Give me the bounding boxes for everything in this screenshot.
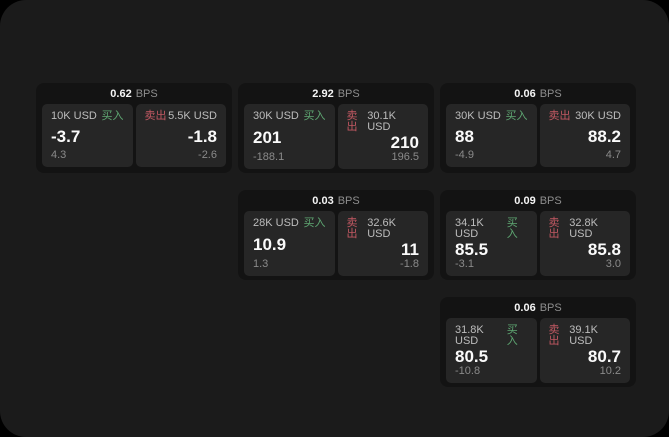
buy-price: 201 bbox=[253, 127, 282, 147]
buy-panel[interactable]: 31.8K USD 买入 80.5 -10.8 bbox=[446, 318, 537, 383]
bps-value: 0.06 bbox=[514, 301, 536, 314]
sell-amount-label: 5.5K USD bbox=[168, 110, 217, 122]
quote-panels: 28K USD 买入 10.9 1.3 卖出 32.6K USD 11 -1.8 bbox=[238, 211, 434, 280]
quote-card-6: 0.06 BPS 31.8K USD 买入 80.5 -10.8 卖出 39.1… bbox=[440, 297, 636, 387]
buy-amount-label: 10K USD bbox=[51, 110, 97, 122]
buy-amount-label: 30K USD bbox=[455, 110, 501, 122]
sell-side-label: 卖出 bbox=[548, 110, 571, 122]
buy-delta: -4.9 bbox=[455, 149, 474, 161]
quote-panels: 30K USD 买入 201 -188.1 卖出 30.1K USD 210 1… bbox=[238, 104, 434, 173]
buy-side-label: 买入 bbox=[506, 324, 518, 347]
buy-price: 10.9 bbox=[253, 234, 287, 254]
buy-delta: 4.3 bbox=[51, 149, 67, 161]
buy-panel[interactable]: 30K USD 买入 201 -188.1 bbox=[244, 104, 335, 169]
buy-panel[interactable]: 28K USD 买入 10.9 1.3 bbox=[244, 211, 335, 276]
sell-price: 85.8 bbox=[587, 240, 621, 259]
bps-value: 0.62 bbox=[110, 87, 132, 100]
buy-side-label: 买入 bbox=[505, 110, 528, 122]
sell-amount-label: 30K USD bbox=[575, 110, 621, 122]
quote-card-5: 0.09 BPS 34.1K USD 买入 85.5 -3.1 卖出 32.8K… bbox=[440, 190, 636, 280]
sell-price: -1.8 bbox=[187, 126, 217, 146]
bps-unit-label: BPS bbox=[539, 87, 562, 100]
bps-value: 0.06 bbox=[514, 87, 536, 100]
sell-delta: 3.0 bbox=[605, 257, 621, 270]
buy-side-label: 买入 bbox=[506, 217, 518, 240]
bps-value: 0.03 bbox=[312, 194, 334, 207]
buy-delta: -10.8 bbox=[455, 364, 481, 377]
bps-header: 0.62 BPS bbox=[36, 83, 232, 104]
buy-side-label: 买入 bbox=[303, 110, 326, 122]
bps-value: 2.92 bbox=[312, 87, 334, 100]
quote-card-2: 2.92 BPS 30K USD 买入 201 -188.1 卖出 30.1K … bbox=[238, 83, 434, 173]
bps-unit-label: BPS bbox=[539, 301, 562, 314]
buy-panel[interactable]: 10K USD 买入 -3.7 4.3 bbox=[42, 104, 133, 167]
sell-amount-label: 39.1K USD bbox=[569, 324, 598, 347]
buy-price: 80.5 bbox=[455, 347, 489, 366]
sell-delta: 196.5 bbox=[391, 150, 419, 163]
buy-delta: -3.1 bbox=[455, 257, 474, 270]
quote-cards-grid: 0.62 BPS 10K USD 买入 -3.7 4.3 卖出 5.5K USD bbox=[36, 83, 636, 387]
bps-header: 0.03 BPS bbox=[238, 190, 434, 211]
buy-delta: -188.1 bbox=[253, 150, 285, 163]
buy-delta: 1.3 bbox=[253, 257, 269, 270]
buy-side-label: 买入 bbox=[101, 110, 124, 122]
bps-header: 0.06 BPS bbox=[440, 297, 636, 318]
bps-unit-label: BPS bbox=[539, 194, 562, 207]
bps-unit-label: BPS bbox=[135, 87, 158, 100]
bps-unit-label: BPS bbox=[337, 194, 360, 207]
sell-panel[interactable]: 卖出 32.6K USD 11 -1.8 bbox=[337, 211, 428, 276]
quote-panels: 34.1K USD 买入 85.5 -3.1 卖出 32.8K USD 85.8… bbox=[440, 211, 636, 280]
sell-side-label: 卖出 bbox=[548, 324, 560, 347]
bps-header: 0.06 BPS bbox=[440, 83, 636, 104]
buy-panel[interactable]: 30K USD 买入 88 -4.9 bbox=[446, 104, 537, 167]
sell-delta: 4.7 bbox=[605, 149, 621, 161]
buy-amount-label: 28K USD bbox=[253, 217, 299, 229]
bps-header: 0.09 BPS bbox=[440, 190, 636, 211]
sell-side-label: 卖出 bbox=[144, 110, 167, 122]
quote-panels: 30K USD 买入 88 -4.9 卖出 30K USD 88.2 4.7 bbox=[440, 104, 636, 173]
buy-price: -3.7 bbox=[51, 126, 81, 146]
sell-delta: -1.8 bbox=[400, 257, 419, 270]
buy-panel[interactable]: 34.1K USD 买入 85.5 -3.1 bbox=[446, 211, 537, 276]
sell-panel[interactable]: 卖出 30.1K USD 210 196.5 bbox=[337, 104, 428, 169]
quote-panels: 31.8K USD 买入 80.5 -10.8 卖出 39.1K USD 80.… bbox=[440, 318, 636, 387]
sell-side-label: 卖出 bbox=[346, 217, 358, 240]
sell-delta: -2.6 bbox=[198, 149, 217, 161]
quote-card-1: 0.62 BPS 10K USD 买入 -3.7 4.3 卖出 5.5K USD bbox=[36, 83, 232, 173]
buy-side-label: 买入 bbox=[303, 217, 326, 229]
sell-price: 11 bbox=[401, 240, 419, 259]
sell-amount-label: 32.8K USD bbox=[569, 217, 598, 240]
sell-side-label: 卖出 bbox=[548, 217, 560, 240]
bps-value: 0.09 bbox=[514, 194, 536, 207]
bps-unit-label: BPS bbox=[337, 87, 360, 100]
sell-delta: 10.2 bbox=[599, 364, 621, 377]
sell-panel[interactable]: 卖出 32.8K USD 85.8 3.0 bbox=[539, 211, 630, 276]
sell-amount-label: 32.6K USD bbox=[367, 217, 396, 240]
quote-card-3: 0.06 BPS 30K USD 买入 88 -4.9 卖出 30K USD bbox=[440, 83, 636, 173]
sell-price: 210 bbox=[390, 133, 419, 152]
buy-price: 88 bbox=[455, 126, 474, 146]
sell-panel[interactable]: 卖出 30K USD 88.2 4.7 bbox=[539, 104, 630, 167]
quote-panels: 10K USD 买入 -3.7 4.3 卖出 5.5K USD -1.8 -2.… bbox=[36, 104, 232, 173]
buy-amount-label: 31.8K USD bbox=[455, 324, 484, 347]
sell-panel[interactable]: 卖出 39.1K USD 80.7 10.2 bbox=[539, 318, 630, 383]
bps-header: 2.92 BPS bbox=[238, 83, 434, 104]
buy-price: 85.5 bbox=[455, 240, 489, 259]
sell-price: 88.2 bbox=[587, 126, 621, 146]
quote-card-4: 0.03 BPS 28K USD 买入 10.9 1.3 卖出 32.6K US… bbox=[238, 190, 434, 280]
sell-amount-label: 30.1K USD bbox=[367, 110, 396, 133]
sell-panel[interactable]: 卖出 5.5K USD -1.8 -2.6 bbox=[135, 104, 226, 167]
sell-price: 80.7 bbox=[587, 347, 621, 366]
buy-amount-label: 34.1K USD bbox=[455, 217, 484, 240]
buy-amount-label: 30K USD bbox=[253, 110, 299, 122]
sell-side-label: 卖出 bbox=[346, 110, 358, 133]
